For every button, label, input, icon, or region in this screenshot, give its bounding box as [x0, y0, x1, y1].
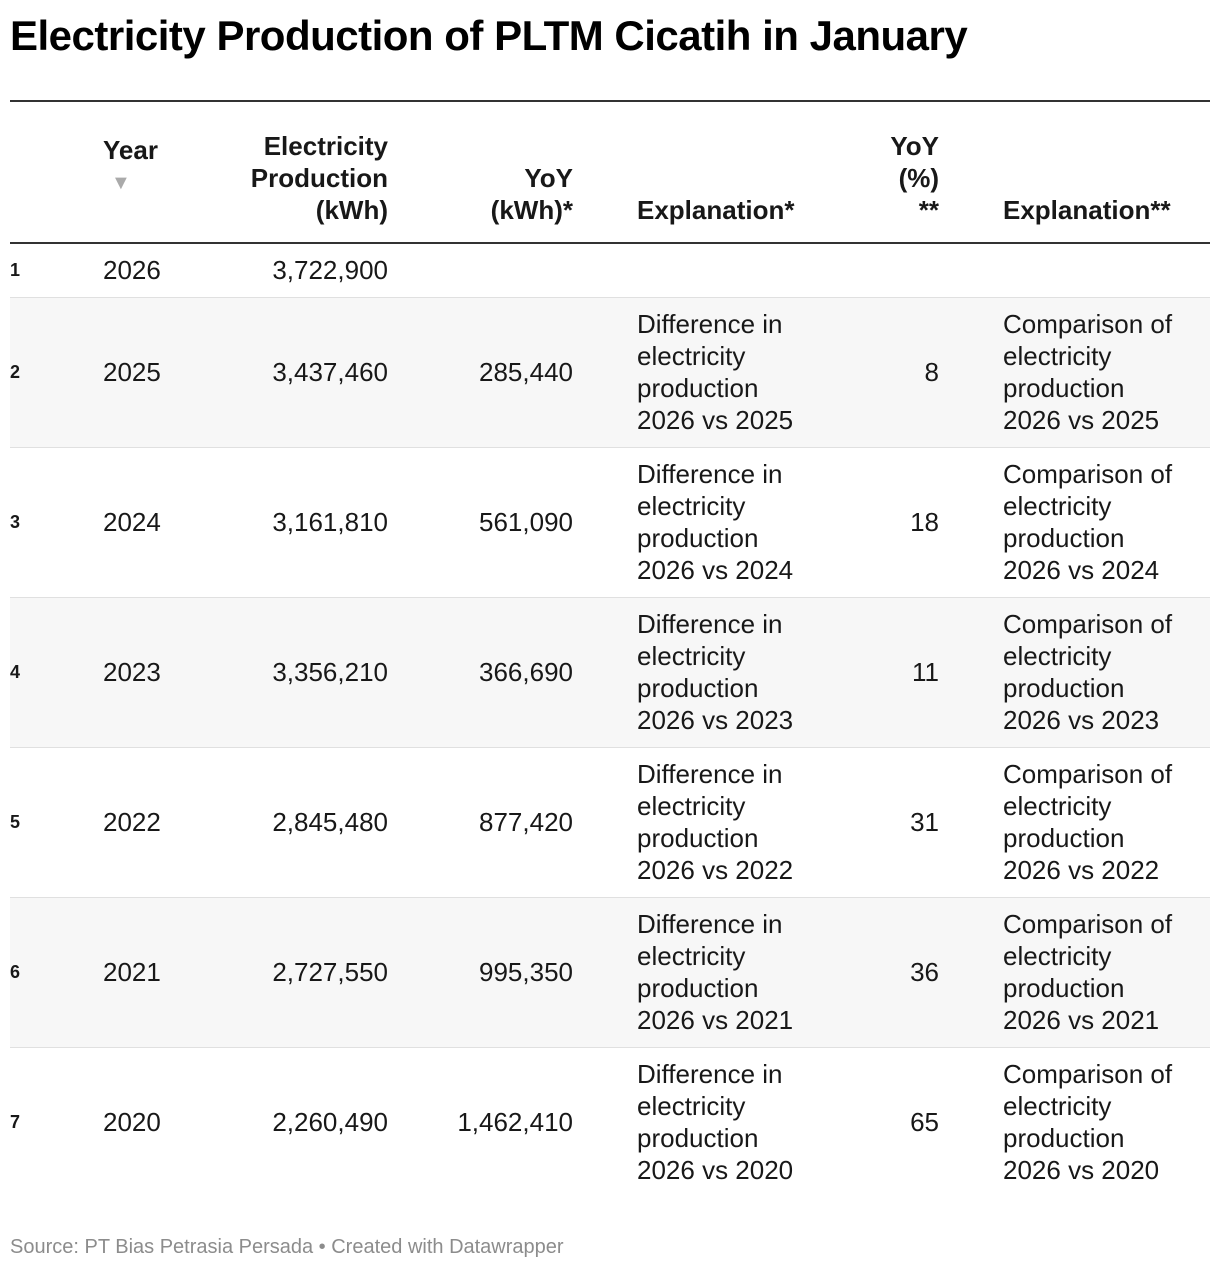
cell-year: 2026 — [103, 255, 161, 286]
header-explanation-2[interactable]: Explanation** — [1003, 195, 1171, 225]
table-row: 2 2025 3,437,460 285,440 Difference in elect… — [10, 297, 1210, 447]
cell-production: 3,161,810 — [272, 507, 388, 537]
cell-explanation-1: Difference in electricity production 202… — [637, 1059, 794, 1186]
cell-yoy-pct: 8 — [924, 357, 939, 387]
cell-yoy-pct: 11 — [912, 657, 939, 687]
cell-yoy-pct: 65 — [910, 1107, 939, 1138]
cell-year: 2022 — [103, 807, 161, 837]
table-header-row: Year ▼ Electricity Production (kWh) YoY … — [10, 101, 1210, 243]
table-row: 1 2026 3,722,900 — [10, 243, 1210, 297]
cell-explanation-2 — [939, 243, 1210, 297]
cell-yoy-pct: 36 — [910, 957, 939, 987]
table-row: 5 2022 2,845,480 877,420 Difference in elect… — [10, 747, 1210, 897]
row-index: 4 — [10, 662, 21, 682]
cell-explanation-1: Difference in electricity production 202… — [637, 909, 794, 1035]
header-yoy-pct[interactable]: YoY (%) ** — [890, 131, 939, 225]
cell-explanation-2: Comparison of electricity production 202… — [1003, 609, 1173, 735]
cell-production: 2,727,550 — [272, 957, 388, 987]
cell-year: 2021 — [103, 957, 161, 987]
table-row: 4 2023 3,356,210 366,690 Difference in elect… — [10, 597, 1210, 747]
row-index: 6 — [10, 962, 21, 982]
cell-explanation-2: Comparison of electricity production 202… — [1003, 909, 1173, 1035]
header-explanation-1[interactable]: Explanation* — [637, 195, 795, 225]
cell-explanation-2: Comparison of electricity production 202… — [1003, 759, 1173, 885]
header-year-label: Year — [103, 135, 158, 165]
cell-year: 2023 — [103, 657, 161, 687]
table-row: 6 2021 2,727,550 995,350 Difference in elect… — [10, 897, 1210, 1047]
cell-explanation-1: Difference in electricity production 202… — [637, 759, 794, 885]
cell-production: 2,845,480 — [272, 807, 388, 837]
chart-title: Electricity Production of PLTM Cicatih i… — [10, 12, 968, 59]
cell-yoy-kwh: 877,420 — [479, 807, 573, 837]
cell-explanation-1: Difference in electricity production 202… — [637, 609, 794, 735]
cell-yoy-pct: 31 — [910, 807, 939, 837]
header-production[interactable]: Electricity Production (kWh) — [250, 131, 388, 225]
cell-explanation-1: Difference in electricity production 202… — [637, 309, 794, 435]
cell-yoy-kwh: 366,690 — [479, 657, 573, 687]
sort-descending-icon[interactable]: ▼ — [111, 172, 131, 194]
cell-explanation-1: Difference in electricity production 202… — [637, 459, 794, 585]
row-index: 2 — [10, 362, 21, 382]
row-index: 5 — [10, 812, 21, 832]
cell-year: 2020 — [103, 1107, 161, 1138]
cell-explanation-2: Comparison of electricity production 202… — [1003, 309, 1173, 435]
cell-yoy-kwh — [388, 243, 573, 297]
row-index: 1 — [10, 260, 21, 281]
cell-production: 2,260,490 — [272, 1107, 388, 1138]
cell-production: 3,437,460 — [272, 357, 388, 387]
cell-explanation-2: Comparison of electricity production 202… — [1003, 1059, 1173, 1186]
row-index: 3 — [10, 512, 21, 532]
table-row: 3 2024 3,161,810 561,090 Difference in elect… — [10, 447, 1210, 597]
data-table: Year ▼ Electricity Production (kWh) YoY … — [10, 100, 1210, 1197]
cell-production: 3,356,210 — [272, 657, 388, 687]
cell-yoy-pct: 18 — [910, 507, 939, 537]
cell-year: 2025 — [103, 357, 161, 387]
cell-year: 2024 — [103, 507, 161, 537]
table-row: 7 2020 2,260,490 1,462,410 Difference in ele… — [10, 1047, 1210, 1197]
row-index: 7 — [10, 1112, 21, 1133]
cell-yoy-kwh: 285,440 — [479, 357, 573, 387]
cell-yoy-kwh: 561,090 — [479, 507, 573, 537]
cell-yoy-kwh: 1,462,410 — [457, 1107, 573, 1138]
cell-yoy-kwh: 995,350 — [479, 957, 573, 987]
header-year[interactable]: Year ▼ — [103, 101, 196, 243]
cell-explanation-1 — [573, 243, 838, 297]
header-yoy-kwh[interactable]: YoY (kWh)* — [490, 163, 573, 225]
cell-explanation-2: Comparison of electricity production 202… — [1003, 459, 1173, 585]
cell-yoy-pct — [838, 243, 939, 297]
cell-production: 3,722,900 — [272, 255, 388, 286]
header-index — [10, 101, 103, 243]
source-note: Source: PT Bias Petrasia Persada • Creat… — [10, 1236, 564, 1258]
